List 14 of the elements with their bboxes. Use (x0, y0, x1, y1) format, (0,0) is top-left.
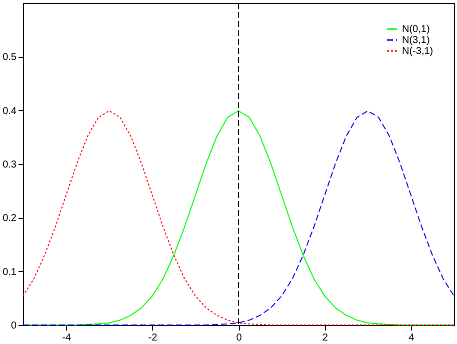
x-tick-label: -4 (62, 332, 72, 344)
y-tick-label: 0.1 (2, 266, 17, 278)
y-tick-label: 0.3 (2, 160, 17, 170)
x-tick-label: 0 (236, 332, 242, 344)
y-tick-label: 0.4 (2, 106, 17, 117)
legend-label: N(0,1) (402, 24, 430, 35)
y-tick-label: 0.2 (2, 213, 17, 224)
x-tick-label: -2 (148, 332, 158, 344)
y-tick-label: 0 (10, 320, 17, 332)
x-tick-label: 2 (322, 332, 328, 344)
legend-label: N(-3,1) (402, 46, 434, 57)
legend-label: N(3,1) (402, 35, 430, 46)
y-tick-label: 0.5 (2, 52, 17, 64)
x-tick-label: 4 (408, 332, 415, 344)
